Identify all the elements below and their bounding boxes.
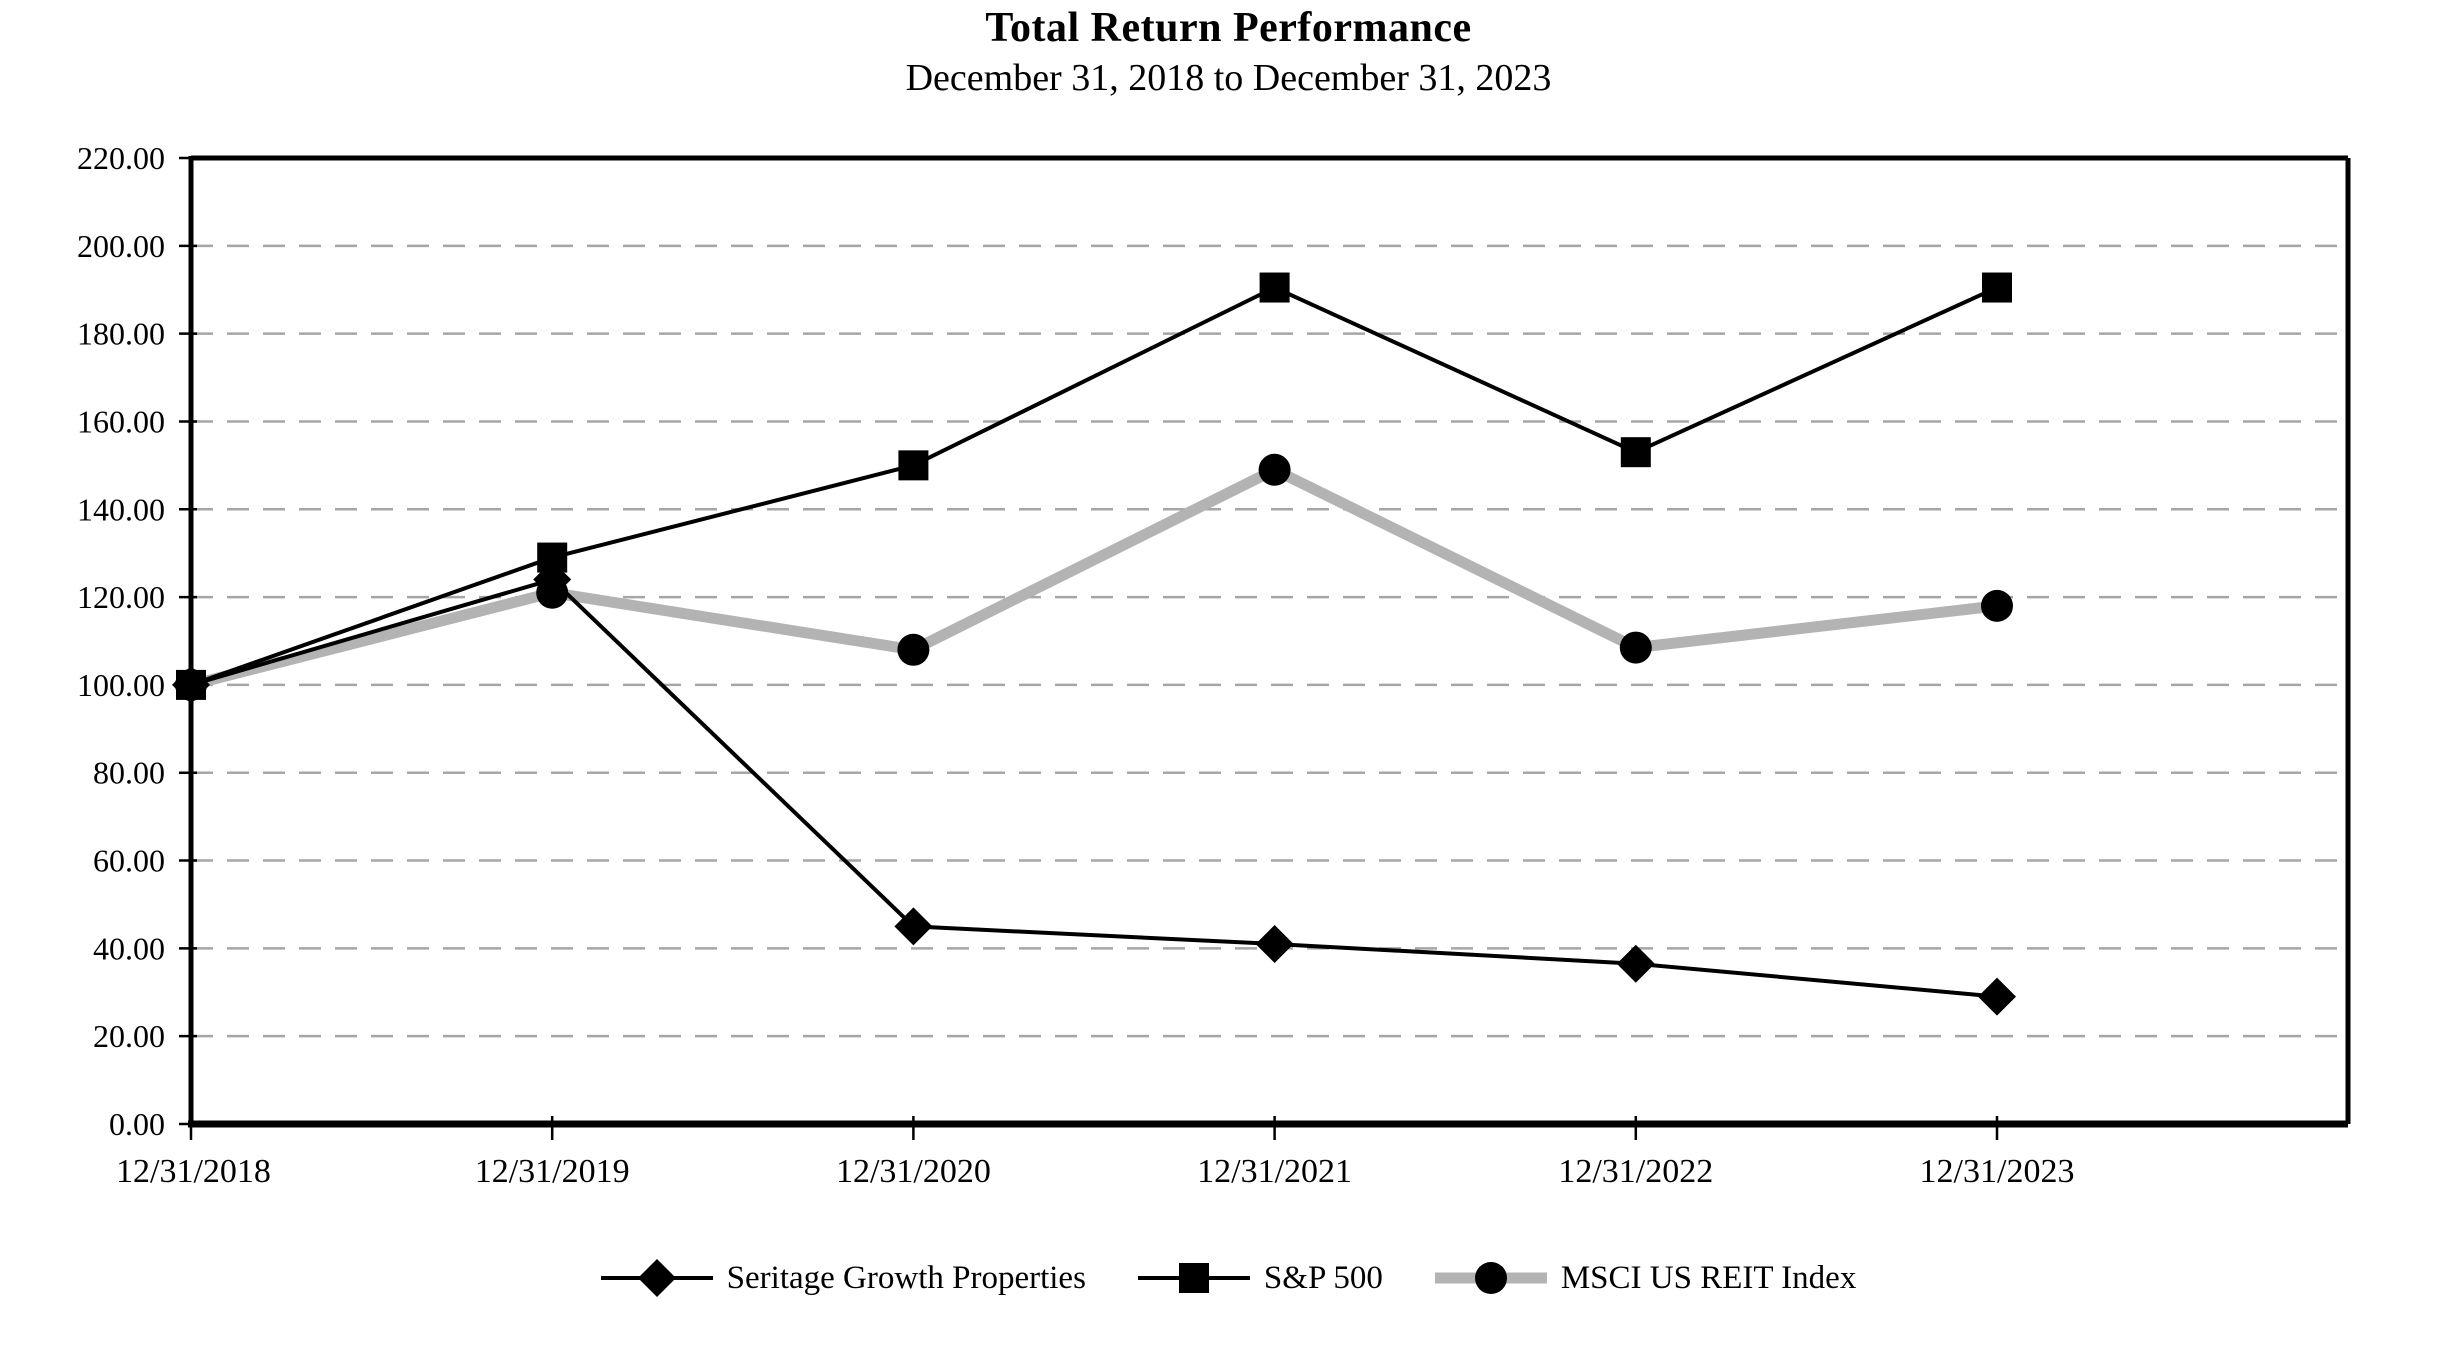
x-axis-tick-label: 12/31/2023 [1920, 1153, 2075, 1190]
diamond-marker-icon [600, 1259, 713, 1297]
legend-label-seritage-growth-properties: Seritage Growth Properties [726, 1259, 1086, 1296]
x-axis: 12/31/2018 12/31/2019 12/31/2020 12/31/2021… [116, 1116, 2074, 1190]
y-axis-tick-label: 0.00 [109, 1106, 165, 1142]
circle-marker-icon [1434, 1262, 1547, 1294]
y-axis-tick-label: 200.00 [77, 228, 165, 264]
series-seritage-growth-properties [172, 560, 2016, 1016]
legend-label-msci-us-reit-index: MSCI US REIT Index [1560, 1259, 1857, 1296]
x-axis-tick-label: 12/31/2019 [475, 1153, 630, 1190]
axes [188, 155, 2351, 1128]
y-axis-tick-label: 140.00 [77, 491, 165, 527]
y-axis: 0.00 20.00 40.00 60.00 80.00 100.00 120.00 140.… [77, 140, 197, 1142]
y-axis-tick-label: 220.00 [77, 140, 165, 176]
y-axis-tick-label: 100.00 [77, 667, 165, 703]
series-msci-us-reit-index [175, 453, 2013, 701]
x-axis-tick-label: 12/31/2021 [1197, 1153, 1352, 1190]
gridlines [191, 244, 2348, 1038]
y-axis-tick-label: 120.00 [77, 579, 165, 615]
y-axis-tick-label: 180.00 [77, 316, 165, 352]
chart-title: Total Return Performance [985, 5, 1472, 51]
series-s-p-500 [176, 272, 2012, 700]
legend-item-sp-500: S&P 500 [1137, 1258, 1383, 1298]
legend-label-sp-500: S&P 500 [1263, 1259, 1383, 1296]
legend-item-msci-us-reit-index: MSCI US REIT Index [1434, 1258, 1857, 1298]
y-axis-tick-label: 160.00 [77, 403, 165, 439]
chart-subtitle: December 31, 2018 to December 31, 2023 [905, 57, 1552, 99]
y-axis-tick-label: 20.00 [93, 1018, 165, 1054]
x-axis-tick-label: 12/31/2018 [116, 1153, 271, 1190]
legend-item-seritage-growth-properties: Seritage Growth Properties [600, 1258, 1086, 1298]
chart-legend: Seritage Growth Properties S&P 500 MSCI … [0, 1258, 2457, 1298]
y-axis-tick-label: 60.00 [93, 843, 165, 879]
x-axis-tick-label: 12/31/2022 [1558, 1153, 1713, 1190]
y-axis-tick-label: 80.00 [93, 755, 165, 791]
y-axis-tick-label: 40.00 [93, 930, 165, 966]
x-axis-tick-label: 12/31/2020 [836, 1153, 991, 1190]
square-marker-icon [1137, 1263, 1250, 1293]
